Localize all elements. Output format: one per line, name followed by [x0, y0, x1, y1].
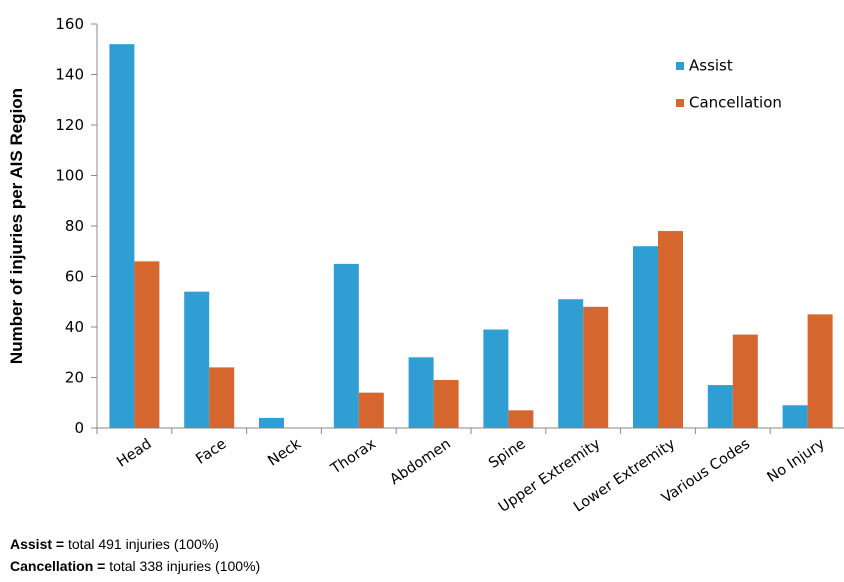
legend-swatch-assist: [676, 62, 684, 70]
y-tick-label: 120: [55, 116, 84, 134]
bar-cancellation-upper-extremity: [583, 306, 609, 428]
bar-assist-neck: [259, 417, 284, 428]
x-category-label: Abdomen: [387, 436, 454, 488]
y-tick-label: 20: [65, 369, 84, 387]
y-tick-label: 160: [55, 15, 84, 33]
bar-cancellation-spine: [508, 410, 534, 428]
bar-assist-head: [109, 44, 135, 428]
y-tick-label: 40: [65, 318, 84, 336]
cancellation-total-note: Cancellation = total 338 injuries (100%): [10, 558, 260, 574]
bar-assist-lower-extremity: [633, 246, 658, 428]
x-category-label: No Injury: [765, 436, 829, 486]
y-axis-label: Number of injuries per AIS Region: [7, 88, 26, 364]
bar-assist-no-injury: [782, 405, 808, 428]
x-category-label: Face: [193, 436, 229, 468]
bar-cancellation-abdomen: [433, 380, 459, 428]
x-category-label: Head: [114, 436, 154, 470]
bar-assist-upper-extremity: [558, 299, 584, 428]
x-category-label: Thorax: [328, 436, 380, 478]
cancellation-note-text: total 338 injuries (100%): [105, 558, 261, 574]
x-category-label: Neck: [265, 436, 304, 470]
bar-assist-abdomen: [408, 357, 434, 428]
assist-total-note: Assist = total 491 injuries (100%): [10, 536, 219, 552]
y-tick-label: 100: [55, 167, 84, 185]
y-tick-label: 0: [74, 419, 84, 437]
assist-note-text: total 491 injuries (100%): [64, 536, 219, 552]
bar-assist-spine: [483, 329, 509, 428]
y-tick-label: 60: [65, 268, 84, 286]
legend-label-cancellation: Cancellation: [689, 94, 782, 112]
cancellation-note-label: Cancellation =: [10, 558, 106, 574]
bar-cancellation-thorax: [358, 392, 384, 428]
bar-cancellation-no-injury: [807, 314, 833, 428]
assist-note-label: Assist =: [10, 536, 65, 552]
y-tick-label: 140: [55, 66, 84, 84]
bar-assist-face: [184, 291, 210, 428]
bar-assist-various-codes: [707, 385, 733, 428]
bar-cancellation-face: [209, 367, 235, 428]
bar-cancellation-head: [134, 261, 160, 428]
x-category-label: Spine: [486, 436, 529, 472]
bar-cancellation-various-codes: [732, 334, 758, 428]
legend-label-assist: Assist: [689, 57, 733, 75]
bar-cancellation-lower-extremity: [658, 231, 683, 428]
legend-swatch-cancellation: [676, 99, 684, 107]
bar-assist-thorax: [333, 263, 359, 428]
y-tick-label: 80: [65, 217, 84, 235]
